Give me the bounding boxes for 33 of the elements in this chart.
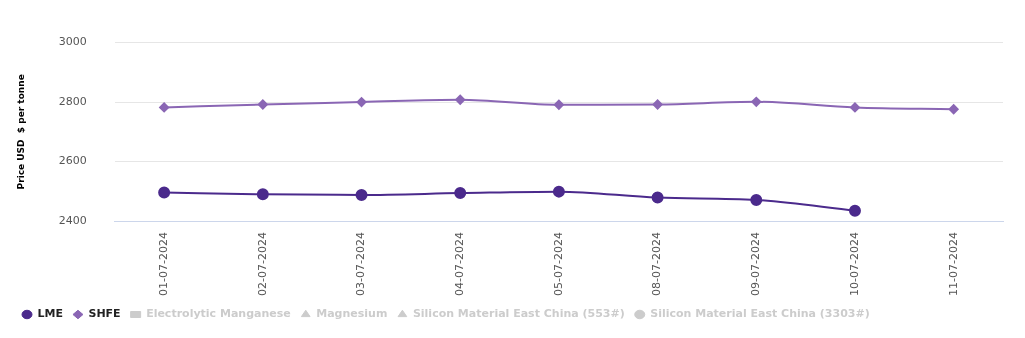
point: [948, 104, 959, 115]
point: [356, 97, 367, 108]
x-tick-label: 09-07-2024: [749, 232, 763, 297]
point: [651, 191, 664, 204]
x-tick-label: 11-07-2024: [946, 232, 960, 297]
x-tick-label: 05-07-2024: [551, 232, 565, 297]
y-axis-title: Price USD $ per tonne: [15, 74, 26, 190]
x-tick-label: 08-07-2024: [650, 232, 664, 297]
point: [355, 188, 368, 201]
y-tick-label: 2600: [58, 154, 87, 168]
point: [848, 204, 861, 217]
point: [751, 96, 762, 107]
point: [257, 99, 268, 110]
point: [750, 193, 763, 206]
point: [159, 102, 170, 113]
point: [455, 94, 466, 105]
x-tick-label: 10-07-2024: [847, 232, 861, 297]
point: [652, 99, 663, 110]
point: [552, 185, 565, 198]
y-tick-label: 2800: [58, 94, 87, 108]
x-tick-label: 01-07-2024: [157, 232, 170, 297]
point: [158, 186, 171, 199]
y-tick-label: 2400: [58, 213, 87, 227]
x-tick-label: 04-07-2024: [453, 232, 467, 297]
point: [454, 187, 467, 200]
y-tick-label: 3000: [58, 35, 87, 49]
point: [849, 102, 860, 113]
point: [553, 99, 564, 110]
x-tick-label: 03-07-2024: [354, 232, 368, 297]
point: [256, 188, 269, 201]
legend-label: LME: [37, 307, 63, 321]
x-tick-label: 02-07-2024: [255, 232, 269, 297]
legend-label: SHFE: [88, 307, 121, 321]
